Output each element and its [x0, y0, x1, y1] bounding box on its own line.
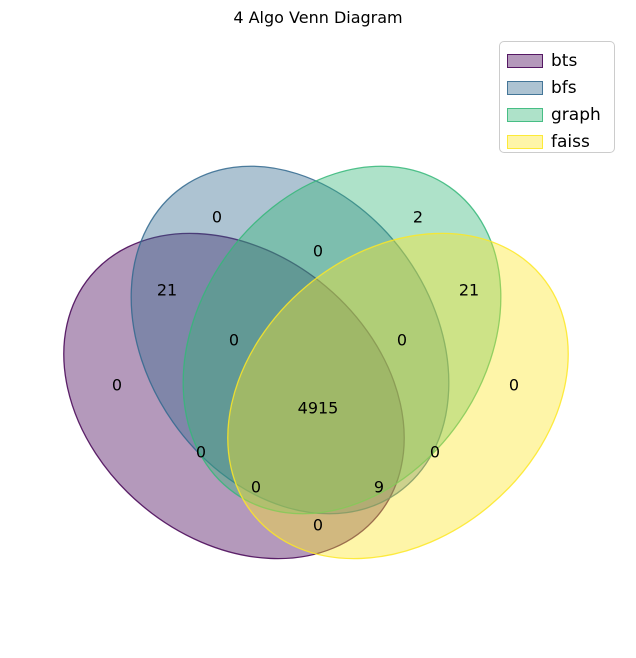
set-ellipse-faiss [227, 232, 569, 560]
legend-item-bts: bts [500, 47, 614, 74]
set-ellipse-bfs [130, 165, 450, 515]
region-count-graph-faiss: 21 [459, 281, 479, 300]
legend-item-graph: graph [500, 101, 614, 128]
region-count-faiss: 0 [509, 376, 519, 395]
region-count-bfs-graph: 0 [313, 242, 323, 261]
legend-swatch-faiss [507, 134, 543, 149]
legend-swatch-graph [507, 107, 543, 122]
region-count-bts-graph-faiss: 0 [251, 478, 261, 497]
legend-label-bts: bts [551, 50, 578, 71]
legend-swatch-bfs [507, 80, 543, 95]
chart-title: 4 Algo Venn Diagram [233, 8, 403, 27]
region-count-graph: 2 [413, 208, 423, 227]
legend-item-faiss: faiss [500, 128, 614, 155]
region-count-bfs-faiss: 0 [430, 443, 440, 462]
legend-label-graph: graph [551, 104, 601, 125]
legend-label-faiss: faiss [551, 131, 590, 152]
region-count-bts-bfs: 21 [157, 281, 177, 300]
region-count-bfs: 0 [212, 208, 222, 227]
region-count-bts-bfs-graph: 0 [229, 331, 239, 350]
region-count-bts: 0 [112, 376, 122, 395]
region-count-bts-faiss: 0 [313, 516, 323, 535]
region-count-bts-bfs-faiss: 9 [374, 478, 384, 497]
legend-item-bfs: bfs [500, 74, 614, 101]
region-count-bfs-graph-faiss: 0 [397, 331, 407, 350]
set-ellipse-graph [182, 165, 502, 515]
legend-label-bfs: bfs [551, 77, 577, 98]
region-count-bts-graph: 0 [196, 443, 206, 462]
legend: bts bfs graph faiss [499, 41, 615, 153]
legend-swatch-bts [507, 53, 543, 68]
region-count-bts-bfs-graph-faiss: 4915 [298, 399, 339, 418]
